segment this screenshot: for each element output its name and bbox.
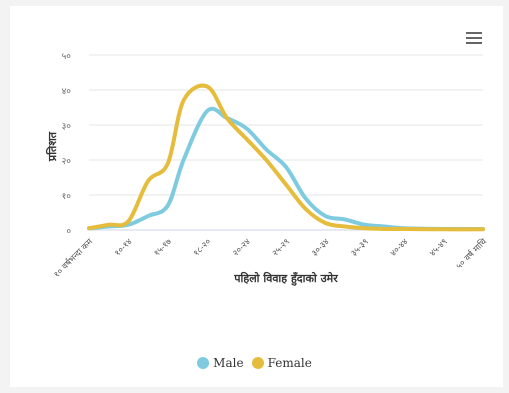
legend-swatch-male (197, 357, 210, 369)
y-tick-label: २० (62, 157, 72, 167)
x-tick-label: २५-२९ (271, 237, 293, 259)
x-tick-label: ५० वर्ष माथि (454, 236, 490, 272)
y-tick-label: १० (62, 192, 72, 202)
legend-label-female: Female (267, 356, 312, 370)
x-tick-label: १५-१७ (152, 237, 174, 259)
x-tick-label: ३५-३९ (349, 237, 371, 259)
y-axis-label: प्रतिशत (45, 131, 59, 162)
series-line-female (87, 83, 485, 232)
legend-item-male[interactable]: Male (197, 356, 244, 370)
x-tick-label: ४०-४४ (389, 237, 411, 259)
y-tick-label: ४० (62, 87, 72, 97)
x-tick-label: १८-२० (192, 237, 214, 259)
legend-item-female[interactable]: Female (251, 356, 312, 370)
x-axis-label: पहिलो विवाह हुँदाको उमेर (233, 271, 338, 286)
x-tick-label: २०-२४ (231, 237, 253, 259)
x-tick-label: १० वर्षभन्दा कम (51, 236, 95, 280)
menu-bar (466, 37, 482, 39)
y-tick-label: ० (66, 227, 71, 237)
y-tick-label: ३० (62, 122, 72, 132)
chart-legend: Male Female (0, 356, 509, 370)
x-tick-label: १०-१४ (113, 237, 135, 259)
series-line-male (87, 106, 485, 232)
menu-bar (466, 32, 482, 34)
chart-card (10, 6, 503, 387)
x-tick-label: ४५-४९ (428, 237, 450, 259)
chart-menu-button[interactable] (466, 32, 482, 44)
legend-label-male: Male (213, 356, 244, 370)
legend-swatch-female (251, 357, 264, 369)
y-tick-label: ५० (62, 52, 72, 62)
x-tick-label: ३०-३४ (310, 237, 332, 259)
menu-bar (466, 42, 482, 44)
